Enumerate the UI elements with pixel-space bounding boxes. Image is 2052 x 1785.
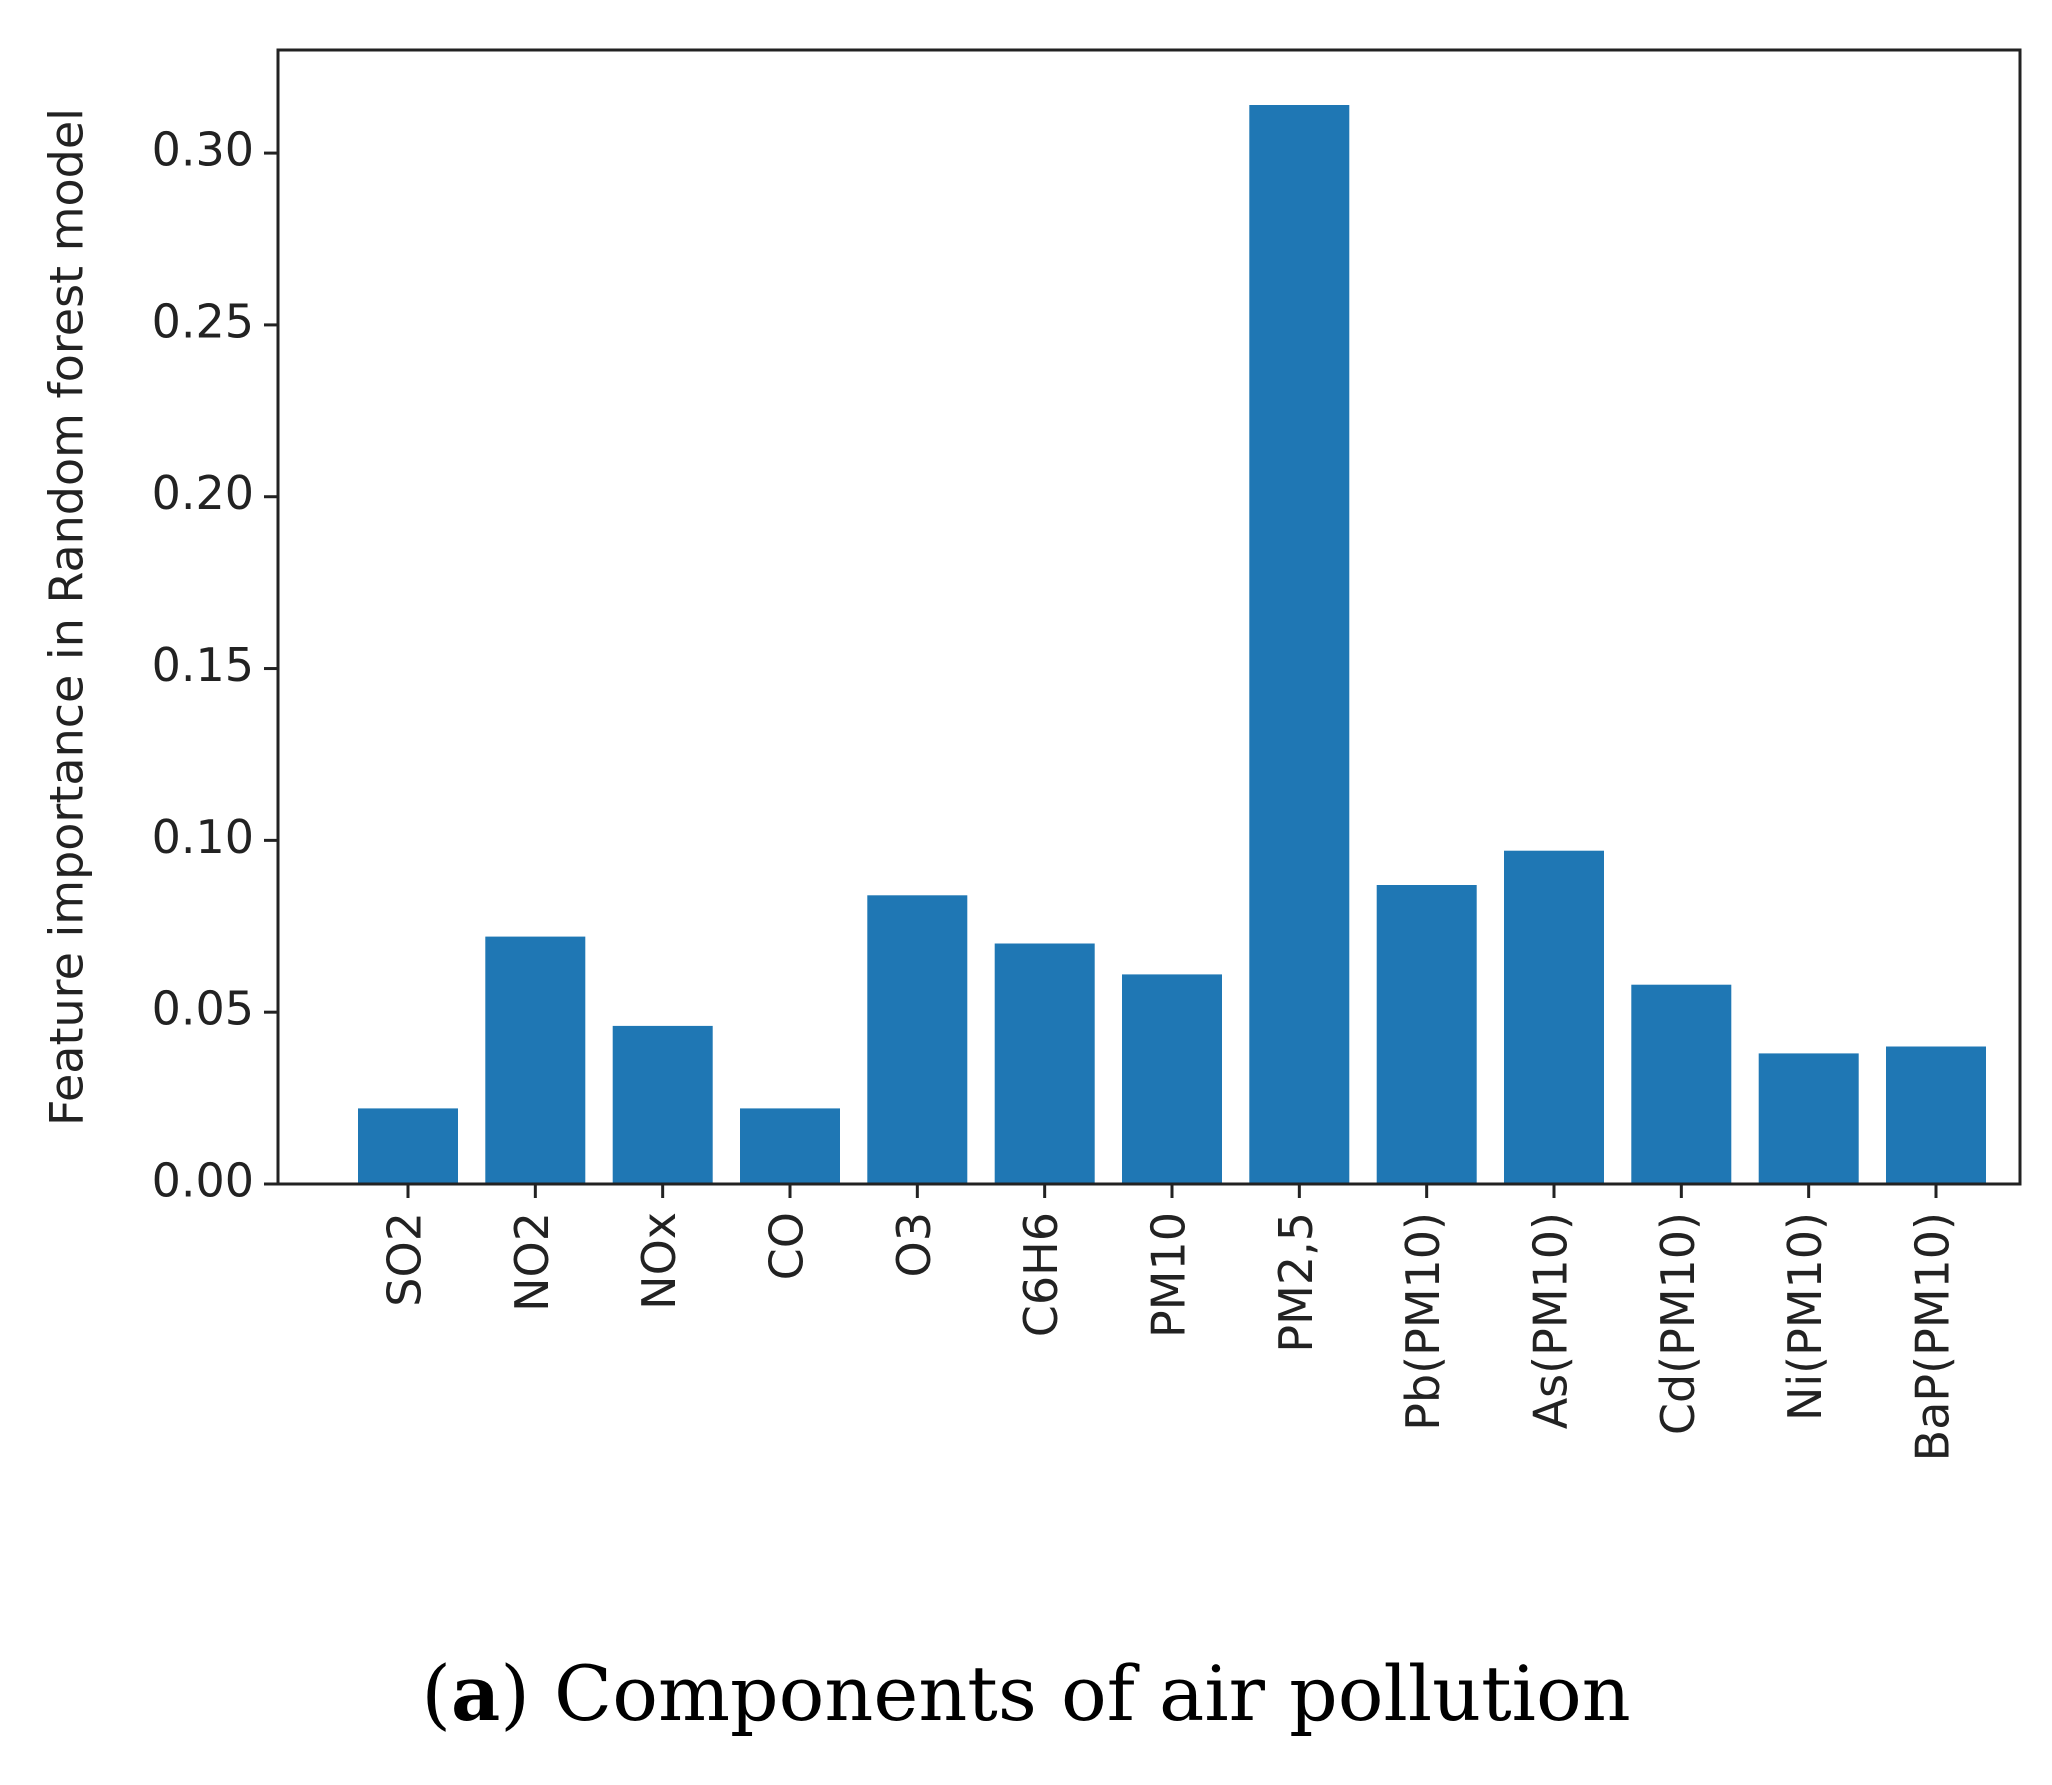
x-tick-label: PM10 [1142, 1212, 1196, 1338]
bar-Ni(PM10) [1758, 1053, 1859, 1184]
x-tick-label: Cd(PM10) [1651, 1212, 1705, 1435]
bar-Cd(PM10) [1631, 984, 1732, 1184]
bar-Pb(PM10) [1376, 885, 1477, 1184]
bar-NO2 [485, 936, 586, 1184]
caption-close-paren: ) [500, 1649, 530, 1738]
x-tick-label: C6H6 [1014, 1212, 1068, 1337]
x-tick-label: NO2 [505, 1212, 559, 1312]
bar-As(PM10) [1504, 850, 1604, 1184]
caption-open-paren: ( [421, 1649, 451, 1738]
y-tick-label: 0.05 [152, 982, 254, 1036]
y-axis-title: Feature importance in Random forest mode… [40, 108, 94, 1126]
figure-caption: (a) Components of air pollution [421, 1649, 1630, 1738]
y-tick-label: 0.20 [152, 466, 254, 520]
y-axis-ticks: 0.00 0.05 0.10 0.15 0.20 0.25 0.30 [152, 123, 278, 1208]
y-tick-label: 0.10 [152, 810, 254, 864]
bar-NOx [612, 1025, 713, 1184]
caption-label: a [451, 1649, 500, 1738]
x-tick-label: O3 [887, 1212, 941, 1277]
x-tick-label: Ni(PM10) [1778, 1212, 1832, 1421]
x-tick-label: PM2,5 [1269, 1212, 1323, 1353]
bar-CO [740, 1108, 840, 1184]
x-tick-label: BaP(PM10) [1906, 1212, 1960, 1461]
y-tick-label: 0.15 [152, 638, 254, 692]
bar-PM10 [1122, 974, 1222, 1184]
caption-text: Components of air pollution [530, 1649, 1631, 1738]
x-tick-label: As(PM10) [1524, 1212, 1578, 1429]
bar-BaP(PM10) [1886, 1046, 1986, 1184]
plot-frame [276, 48, 2022, 1186]
bar-C6H6 [994, 943, 1095, 1184]
bar-PM2,5 [1249, 105, 1350, 1184]
x-tick-label: NOx [632, 1212, 686, 1310]
x-axis-ticks: SO2 NO2 NOx CO O3 C6H6 PM10 PM2,5 Pb(PM10) As(PM1… [378, 1184, 1960, 1461]
y-tick-label: 0.30 [152, 123, 254, 177]
bar-SO2 [358, 1108, 458, 1184]
y-tick-label: 0.25 [152, 294, 254, 348]
x-tick-label: Pb(PM10) [1396, 1212, 1450, 1431]
x-tick-label: SO2 [378, 1212, 432, 1307]
bars-group [358, 105, 1986, 1184]
y-tick-label: 0.00 [152, 1154, 254, 1208]
x-tick-label: CO [760, 1212, 814, 1280]
bar-O3 [867, 895, 968, 1184]
